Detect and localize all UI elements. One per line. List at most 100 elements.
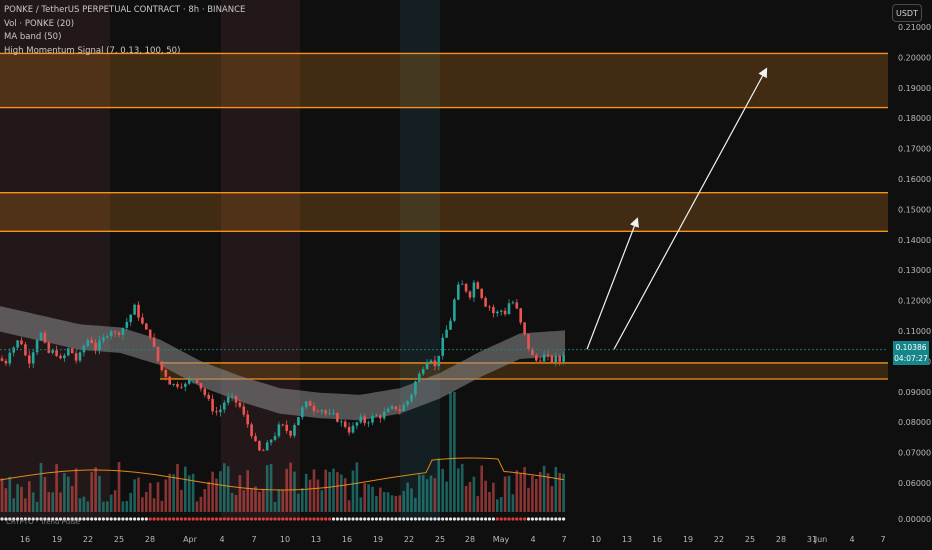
signal-dot-84 — [328, 517, 332, 521]
candle-43 — [168, 376, 171, 385]
momentum-signal-line[interactable]: High Momentum Signal (7, 0.13, 100, 50) — [4, 45, 181, 56]
candle-94 — [367, 420, 370, 428]
signal-dot-103 — [402, 517, 406, 521]
signal-dot-89 — [347, 517, 351, 521]
volume-bar-44 — [172, 474, 175, 512]
candle-123 — [480, 288, 483, 300]
candle-127 — [496, 310, 499, 317]
volume-bar-72 — [281, 489, 285, 512]
candle-141 — [550, 354, 554, 364]
signal-dot-123 — [480, 517, 484, 521]
volume-bar-70 — [273, 501, 277, 512]
y-tick-label: 0.09000 — [898, 388, 931, 397]
signal-dot-68 — [265, 517, 269, 521]
signal-dot-117 — [456, 517, 460, 521]
candle-26 — [102, 334, 105, 344]
volume-bar-25 — [98, 475, 101, 512]
signal-dot-69 — [269, 517, 273, 521]
signal-dot-14 — [55, 517, 59, 521]
x-tick-label: 25 — [114, 535, 124, 544]
volume-bar-40 — [156, 482, 160, 512]
candle-136 — [531, 347, 534, 356]
signal-dot-34 — [133, 517, 137, 521]
volume-line[interactable]: Vol · PONKE (20) — [4, 18, 75, 29]
volume-bar-55 — [215, 478, 218, 512]
volume-bar-18 — [70, 486, 74, 512]
candle-7 — [28, 350, 31, 369]
signal-dot-110 — [429, 517, 433, 521]
volume-bar-45 — [176, 464, 179, 512]
x-tick-label: 28 — [145, 535, 155, 544]
signal-dot-131 — [511, 517, 515, 521]
volume-bar-6 — [24, 498, 27, 512]
volume-bar-125 — [488, 492, 491, 512]
candle-53 — [207, 392, 210, 401]
currency-button[interactable]: USDT — [892, 4, 922, 22]
candle-51 — [199, 382, 203, 392]
signal-dot-11 — [43, 517, 47, 521]
volume-bar-9 — [35, 501, 39, 512]
candle-33 — [129, 314, 132, 326]
volume-bar-129 — [503, 476, 507, 512]
volume-bar-62 — [242, 490, 246, 512]
signal-dot-76 — [296, 517, 300, 521]
signal-dot-93 — [363, 517, 367, 521]
candle-144 — [562, 351, 565, 365]
signal-dot-66 — [257, 517, 261, 521]
candle-111 — [433, 355, 437, 371]
signal-dot-2 — [8, 517, 12, 521]
volume-bar-1 — [4, 488, 8, 512]
candle-1 — [4, 358, 8, 366]
candle-52 — [203, 386, 207, 398]
ma-band-line[interactable]: MA band (50) — [4, 32, 62, 42]
volume-bar-53 — [207, 481, 210, 512]
signal-dot-24 — [94, 517, 98, 521]
candle-120 — [468, 290, 472, 300]
signal-dot-44 — [172, 517, 176, 521]
volume-bar-101 — [394, 496, 398, 512]
signal-dot-43 — [168, 517, 172, 521]
candle-119 — [464, 283, 468, 294]
signal-dot-40 — [156, 517, 160, 521]
signal-dot-19 — [74, 517, 78, 521]
candle-74 — [289, 430, 292, 439]
volume-bar-33 — [129, 492, 132, 512]
signal-dot-26 — [101, 517, 105, 521]
volume-bar-122 — [476, 496, 480, 512]
candle-118 — [460, 280, 464, 285]
signal-dot-106 — [413, 517, 417, 521]
volume-bar-137 — [535, 478, 538, 512]
signal-dot-143 — [558, 517, 562, 521]
signal-dot-81 — [316, 517, 320, 521]
volume-bar-116 — [453, 392, 456, 512]
volume-bar-7 — [28, 481, 31, 512]
x-tick-label: 25 — [435, 535, 445, 544]
candle-67 — [262, 448, 265, 452]
signal-dot-28 — [109, 517, 113, 521]
candle-126 — [492, 304, 495, 318]
candle-71 — [277, 421, 281, 439]
candle-103 — [402, 402, 405, 412]
signal-dot-88 — [343, 517, 347, 521]
volume-bar-12 — [47, 492, 51, 512]
candle-110 — [429, 359, 433, 365]
volume-bar-22 — [86, 501, 90, 512]
y-tick-label: 0.21000 — [898, 23, 931, 32]
symbol-line[interactable]: PONKE / TetherUS PERPETUAL CONTRACT · 8h… — [4, 5, 246, 15]
x-tick-label: 31 — [807, 535, 817, 544]
signal-dot-114 — [445, 517, 449, 521]
volume-bar-52 — [203, 488, 207, 512]
signal-dot-116 — [452, 517, 456, 521]
candle-35 — [137, 301, 140, 321]
signal-dot-67 — [261, 517, 265, 521]
signal-dot-38 — [148, 517, 152, 521]
candle-49 — [191, 378, 195, 384]
signal-dot-91 — [355, 517, 359, 521]
x-tick-label: 25 — [745, 535, 755, 544]
volume-bar-19 — [74, 468, 78, 512]
volume-bar-15 — [59, 492, 62, 512]
candle-31 — [121, 327, 125, 340]
candle-107 — [418, 371, 421, 382]
candle-23 — [90, 336, 93, 344]
